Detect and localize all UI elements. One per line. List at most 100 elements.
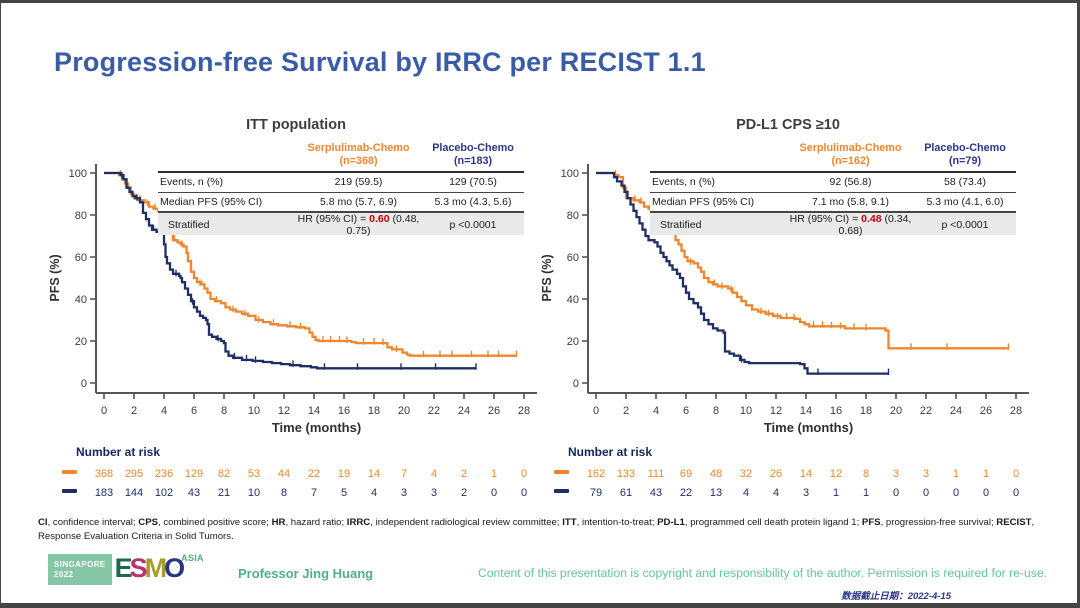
risk-legend-dash-serplulimab-chemo <box>554 470 569 474</box>
risk-legend-dash-placebo-chemo <box>62 489 77 493</box>
panel-itt-title: ITT population <box>246 117 346 133</box>
abbreviation-term: CI <box>38 517 48 528</box>
panel-cps10-title: PD-L1 CPS ≥10 <box>736 117 840 133</box>
risk-count: 0 <box>491 487 497 499</box>
risk-count: 48 <box>710 468 722 480</box>
risk-count: 236 <box>155 468 173 480</box>
km-chart-cps10: 0 2 4 6 8 10 12 14 16 18 20 22 24 26 28020406080100Tim… <box>540 164 1029 499</box>
x-tick-label: 22 <box>428 405 440 417</box>
censor-marks-placebo-chemo <box>740 355 890 376</box>
number-at-risk-label: Number at risk <box>76 445 160 459</box>
esmo-letters: ESMO <box>115 553 186 583</box>
risk-count: 4 <box>743 487 749 499</box>
column-serplulimab: Serplulimab-Chemo (n=162) <box>787 142 914 168</box>
x-axis-label: Time (months) <box>764 420 853 435</box>
y-tick-label: 40 <box>567 294 579 306</box>
stratified-row: Stratified HR (95% CI) = 0.60 (0.48, 0.7… <box>158 212 524 237</box>
logo-letter-m: M <box>144 553 167 583</box>
x-tick-label: 14 <box>800 405 812 417</box>
median-label: Median PFS (95% CI) <box>652 195 755 208</box>
risk-count: 5 <box>341 487 347 499</box>
panel-itt: ITT population 0 2 4 6 8 10 12 14 16 18 20 22 24 26 28… <box>46 115 546 515</box>
risk-count: 0 <box>1013 487 1019 499</box>
events-row: Events, n (%) 219 (59.5) 129 (70.5) <box>158 173 524 193</box>
risk-count: 1 <box>863 487 869 499</box>
abbreviation-text: , intention-to-treat; <box>576 517 658 528</box>
abbreviation-term: RECIST <box>996 517 1032 528</box>
placebo-label: Placebo-Chemo <box>924 142 1006 154</box>
serplulimab-n: (n=162) <box>831 154 870 167</box>
abbreviation-text: , progression-free survival; <box>880 517 997 528</box>
y-tick-label: 20 <box>75 336 87 348</box>
x-tick-label: 2 <box>623 405 629 417</box>
x-tick-label: 24 <box>458 405 470 417</box>
risk-count: 7 <box>401 468 407 480</box>
logo-letter-o: O <box>164 553 185 583</box>
stats-header-row: Serplulimab-Chemo (n=162) Placebo-Chemo … <box>650 142 1016 173</box>
events-value-placebo: 58 (73.4) <box>943 176 987 189</box>
abbreviations-footnote: CI, confidence interval; CPS, combined p… <box>38 516 1044 543</box>
x-tick-label: 4 <box>161 405 167 417</box>
x-tick-label: 6 <box>683 405 689 417</box>
curve-serplulimab-chemo <box>104 171 517 357</box>
median-value-serplulimab: 5.8 mo (5.7, 6.9) <box>319 195 398 208</box>
presenter-name: Professor Jing Huang <box>238 566 374 581</box>
abbreviation-term: ITT <box>562 517 577 528</box>
x-tick-label: 28 <box>1010 405 1022 417</box>
p-value: p <0.0001 <box>449 218 497 231</box>
risk-count: 82 <box>218 468 230 480</box>
risk-count: 0 <box>1013 468 1019 480</box>
logo-letter-s: S <box>129 553 148 583</box>
risk-count: 8 <box>863 468 869 480</box>
curve-placebo-chemo <box>104 171 476 370</box>
y-tick-label: 40 <box>75 294 87 306</box>
serplulimab-label: Serplulimab-Chemo <box>799 142 902 154</box>
risk-legend-dash-serplulimab-chemo <box>62 470 77 474</box>
x-axis-label: Time (months) <box>272 420 361 435</box>
risk-count: 0 <box>521 487 527 499</box>
x-tick-label: 10 <box>248 405 260 417</box>
risk-count: 19 <box>338 468 350 480</box>
placebo-label: Placebo-Chemo <box>432 142 514 154</box>
curve-placebo-chemo <box>596 171 889 375</box>
esmo-asia-logo: SINGAPORE 2022 ESMO ASIA <box>48 553 204 596</box>
axes: 0 2 4 6 8 10 12 14 16 18 20 22 24 26 28020406080100Tim… <box>48 164 537 435</box>
hr-ci: (0.48, 0.75) <box>346 212 420 237</box>
singapore-2022-badge: SINGAPORE 2022 <box>48 554 112 585</box>
hr-ci: (0.34, 0.68) <box>838 212 912 237</box>
serplulimab-label: Serplulimab-Chemo <box>307 142 410 154</box>
risk-count: 4 <box>431 468 437 480</box>
x-tick-label: 26 <box>488 405 500 417</box>
logo-asia: ASIA <box>181 553 204 563</box>
number-at-risk-label: Number at risk <box>568 445 652 459</box>
x-tick-label: 8 <box>713 405 719 417</box>
risk-count: 10 <box>248 487 260 499</box>
risk-count: 3 <box>431 487 437 499</box>
data-cutoff-date: 数据截止日期：2022-4-15 <box>841 591 951 602</box>
x-tick-label: 28 <box>518 405 530 417</box>
risk-count: 1 <box>953 468 959 480</box>
x-tick-label: 12 <box>770 405 782 417</box>
y-tick-label: 80 <box>75 210 87 222</box>
axes: 0 2 4 6 8 10 12 14 16 18 20 22 24 26 28020406080100Tim… <box>540 164 1029 435</box>
x-tick-label: 8 <box>221 405 227 417</box>
placebo-n: (n=79) <box>948 154 982 167</box>
x-tick-label: 0 <box>101 405 107 417</box>
risk-count: 0 <box>893 487 899 499</box>
abbreviation-term: HR <box>271 517 286 528</box>
risk-count: 22 <box>308 468 320 480</box>
risk-count: 3 <box>923 468 929 480</box>
risk-count: 4 <box>773 487 779 499</box>
risk-count: 79 <box>590 487 602 499</box>
y-axis-label: PFS (%) <box>540 254 554 301</box>
hr-value: 0.60 <box>369 212 390 225</box>
panel-cps10: PD-L1 CPS ≥10 0 2 4 6 8 10 12 14 16 18 20 22 24 26 28 0… <box>538 115 1038 515</box>
stratified-label: Stratified <box>660 218 702 231</box>
risk-count: 7 <box>311 487 317 499</box>
x-tick-label: 16 <box>338 405 350 417</box>
risk-count: 26 <box>770 468 782 480</box>
risk-count: 111 <box>648 468 665 480</box>
x-tick-label: 16 <box>830 405 842 417</box>
curve-serplulimab-chemo <box>596 171 1009 350</box>
